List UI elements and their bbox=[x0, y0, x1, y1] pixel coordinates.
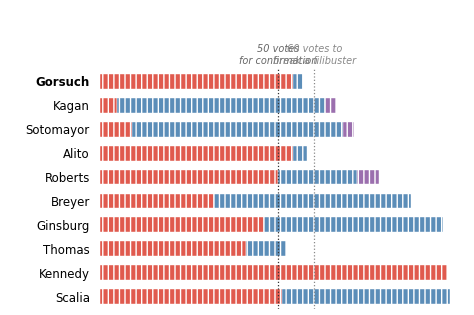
Bar bbox=[343, 122, 354, 137]
Bar bbox=[293, 74, 303, 89]
Bar bbox=[100, 169, 278, 185]
Bar bbox=[325, 98, 336, 113]
Bar bbox=[100, 241, 246, 256]
Bar bbox=[100, 193, 214, 209]
Bar bbox=[282, 289, 450, 304]
Bar bbox=[100, 146, 293, 161]
Bar bbox=[278, 169, 357, 185]
Bar bbox=[264, 217, 443, 232]
Bar bbox=[100, 217, 264, 232]
Bar bbox=[100, 265, 447, 280]
Bar bbox=[100, 98, 118, 113]
Bar bbox=[118, 98, 325, 113]
Bar bbox=[246, 241, 286, 256]
Text: 60 votes to
break a filibuster: 60 votes to break a filibuster bbox=[273, 44, 356, 66]
Text: 50 votes
for confirmation: 50 votes for confirmation bbox=[239, 44, 318, 66]
Bar bbox=[132, 122, 343, 137]
Bar bbox=[214, 193, 411, 209]
Bar bbox=[100, 74, 293, 89]
Bar bbox=[357, 169, 379, 185]
Bar bbox=[293, 146, 307, 161]
Bar bbox=[100, 289, 282, 304]
Bar bbox=[100, 122, 132, 137]
